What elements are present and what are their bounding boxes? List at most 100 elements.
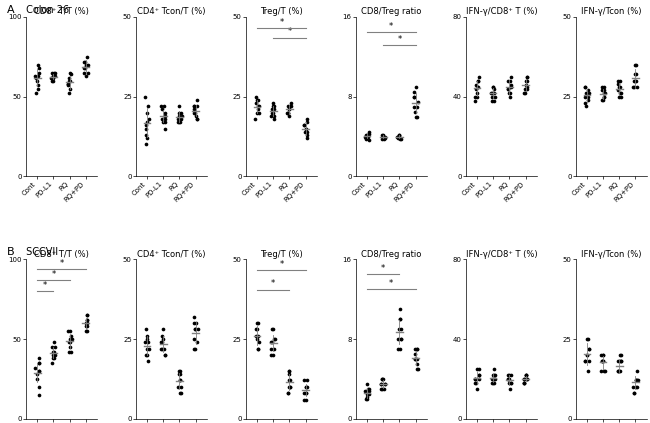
Point	[521, 77, 531, 84]
Point	[64, 349, 74, 355]
Point	[284, 368, 294, 374]
Point	[630, 384, 641, 390]
Point	[488, 83, 499, 90]
Point	[302, 384, 312, 390]
Point	[252, 93, 262, 100]
Point	[583, 368, 593, 374]
Point	[192, 339, 202, 346]
Point	[160, 115, 170, 122]
Title: IFN-γ/Tcon (%): IFN-γ/Tcon (%)	[581, 7, 642, 16]
Point	[160, 119, 170, 126]
Point	[47, 72, 58, 79]
Point	[361, 134, 371, 141]
Point	[251, 326, 261, 333]
Point	[580, 84, 591, 91]
Point	[32, 376, 42, 382]
Point	[252, 320, 262, 327]
Point	[47, 74, 57, 81]
Point	[395, 316, 406, 322]
Point	[612, 368, 623, 374]
Title: IFN-γ/Tcon (%): IFN-γ/Tcon (%)	[581, 250, 642, 258]
Point	[581, 352, 592, 358]
Point	[302, 115, 312, 122]
Text: *: *	[287, 27, 292, 36]
Point	[81, 323, 92, 330]
Point	[412, 346, 423, 352]
Point	[487, 97, 497, 104]
Point	[174, 109, 184, 116]
Point	[65, 85, 75, 92]
Point	[64, 339, 74, 346]
Point	[393, 134, 404, 141]
Point	[598, 352, 608, 358]
Point	[597, 87, 608, 93]
Point	[142, 135, 153, 142]
Point	[631, 71, 642, 78]
Point	[393, 346, 403, 352]
Point	[140, 125, 151, 132]
Point	[301, 384, 311, 390]
Point	[140, 339, 151, 346]
Point	[286, 100, 296, 107]
Point	[519, 379, 529, 386]
Text: B: B	[6, 247, 14, 257]
Point	[301, 125, 311, 132]
Text: *: *	[381, 264, 385, 273]
Point	[31, 74, 41, 81]
Point	[63, 80, 73, 87]
Point	[486, 89, 497, 96]
Point	[285, 103, 296, 110]
Point	[160, 113, 170, 119]
Point	[47, 77, 57, 84]
Point	[412, 113, 423, 120]
Point	[191, 320, 202, 327]
Point	[266, 339, 277, 346]
Point	[159, 352, 170, 358]
Text: *: *	[51, 270, 55, 279]
Point	[410, 346, 420, 352]
Point	[254, 109, 264, 116]
Text: *: *	[280, 260, 283, 269]
Point	[521, 371, 532, 378]
Point	[32, 82, 43, 89]
Point	[393, 134, 404, 141]
Point	[488, 365, 499, 372]
Point	[360, 133, 370, 140]
Point	[376, 381, 387, 387]
Point	[32, 85, 43, 92]
Point	[616, 358, 627, 365]
Point	[393, 326, 404, 332]
Point	[144, 115, 154, 122]
Point	[616, 358, 627, 365]
Point	[395, 346, 405, 352]
Title: CD4⁺ Tcon/T (%): CD4⁺ Tcon/T (%)	[137, 7, 205, 16]
Point	[504, 371, 514, 378]
Point	[489, 85, 499, 92]
Point	[285, 384, 295, 390]
Point	[298, 396, 309, 403]
Point	[506, 371, 516, 378]
Point	[268, 352, 278, 358]
Point	[47, 360, 57, 366]
Point	[490, 93, 501, 100]
Point	[490, 376, 501, 382]
Point	[580, 358, 591, 365]
Point	[174, 103, 184, 110]
Point	[253, 345, 263, 352]
Point	[299, 122, 309, 129]
Point	[160, 125, 170, 132]
Point	[251, 100, 261, 107]
Point	[269, 115, 280, 122]
Point	[47, 343, 57, 350]
Point	[614, 93, 624, 100]
Point	[410, 108, 421, 115]
Point	[156, 339, 166, 346]
Point	[502, 376, 513, 382]
Point	[396, 135, 406, 142]
Point	[488, 83, 498, 90]
Point	[176, 109, 186, 116]
Point	[489, 379, 499, 386]
Point	[363, 385, 373, 392]
Point	[141, 122, 151, 129]
Point	[65, 336, 75, 343]
